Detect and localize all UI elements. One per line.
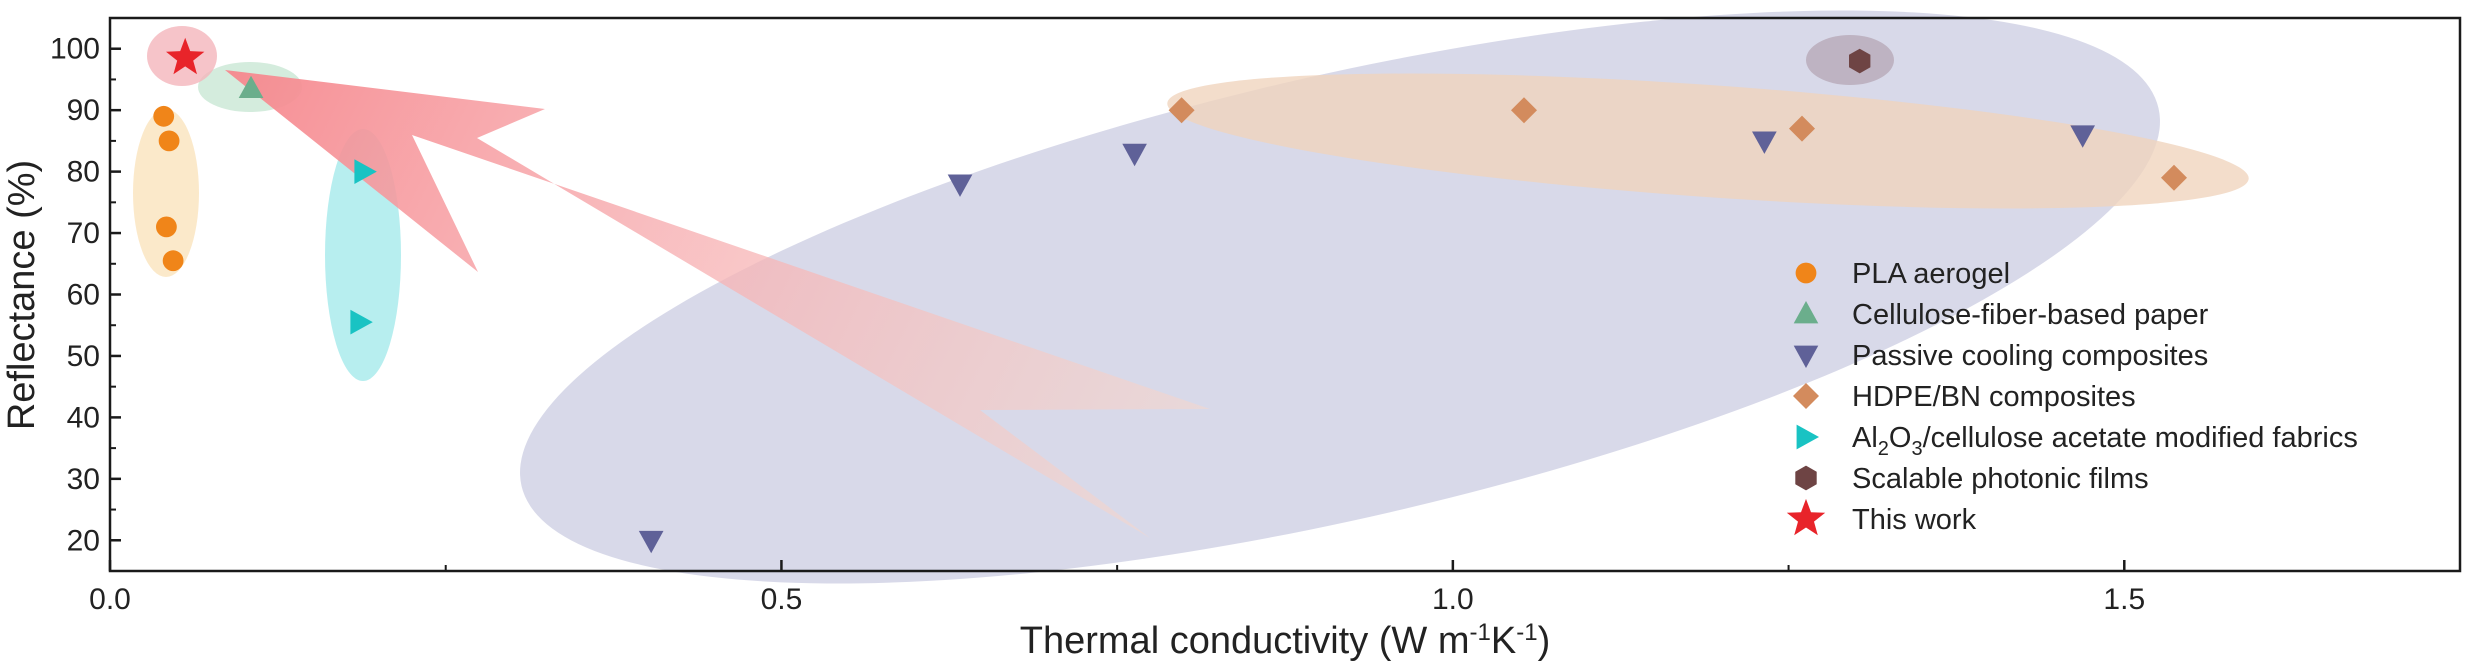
- legend-marker-2: [1793, 345, 1819, 368]
- y-tick-label: 80: [67, 156, 100, 189]
- legend-marker-4: [1796, 424, 1819, 450]
- data-point-series-3-3: [2161, 164, 2187, 191]
- x-tick-label: 0.5: [761, 583, 803, 616]
- data-point-series-2-2: [1122, 143, 1147, 167]
- data-point-series-1-0: [238, 75, 264, 98]
- legend-label-3: HDPE/BN composites: [1852, 381, 2136, 413]
- improvement-arrow: [225, 70, 1210, 538]
- hdpe-bn-region: [1167, 73, 2249, 209]
- y-tick-label: 20: [67, 524, 100, 557]
- pla-aerogel-region: [133, 109, 199, 277]
- tick-marks: [108, 47, 2126, 571]
- legend: PLA aerogel Cellulose-fiber-based paper Pa…: [1786, 258, 2358, 536]
- legend-label-1: Cellulose-fiber-based paper: [1852, 299, 2209, 331]
- data-point-series-2-4: [2070, 125, 2095, 148]
- legend-marker-3: [1793, 383, 1819, 409]
- data-point-series-2-3: [1752, 131, 1777, 154]
- data-point-series-0-1: [158, 130, 180, 152]
- y-axis-title: Reflectance (%): [1, 160, 43, 430]
- highlight-regions: [133, 10, 2249, 584]
- data-point-series-2-0: [638, 530, 664, 554]
- tick-labels: 0.0 0.5 1.0 1.5 20 30 40 50 60 70 80 90 100: [50, 33, 2145, 616]
- y-tick-label: 50: [67, 340, 100, 373]
- legend-label-2: Passive cooling composites: [1852, 340, 2208, 372]
- data-point-series-5-0: [1849, 48, 1871, 74]
- data-point-series-4-1: [350, 309, 373, 335]
- data-point-series-3-1: [1511, 97, 1537, 124]
- y-tick-label: 90: [67, 94, 100, 127]
- axes: 0.0 0.5 1.0 1.5 20 30 40 50 60 70 80 90 100 Reflecta…: [1, 16, 2462, 662]
- data-point-series-0-2: [156, 216, 177, 238]
- legend-label-6: This work: [1852, 504, 1977, 536]
- y-tick-label: 40: [67, 401, 100, 434]
- y-tick-label: 70: [67, 217, 100, 250]
- data-point-series-0-0: [153, 105, 175, 127]
- data-point-series-0-3: [162, 250, 184, 272]
- x-axis-title: Thermal conductivity (W m-1K-1): [1020, 619, 1550, 662]
- data-point-series-3-2: [1789, 115, 1815, 142]
- x-tick-label: 1.5: [2103, 583, 2145, 616]
- legend-marker-1: [1793, 301, 1819, 324]
- legend-label-5: Scalable photonic films: [1852, 463, 2149, 495]
- data-point-series-2-1: [947, 174, 973, 197]
- legend-marker-5: [1795, 465, 1817, 491]
- data-point-series-4-0: [354, 159, 377, 184]
- data-point-series-3-0: [1168, 97, 1195, 124]
- data-point-series-6-0: [166, 37, 205, 75]
- data-points: [153, 37, 2187, 554]
- legend-marker-6: [1786, 498, 1826, 536]
- y-tick-label: 30: [67, 463, 100, 496]
- legend-marker-0: [1795, 262, 1817, 284]
- legend-label-4: Al2O3/cellulose acetate modified fabrics: [1852, 422, 2358, 460]
- x-tick-label: 1.0: [1432, 583, 1474, 616]
- y-tick-label: 100: [50, 33, 100, 66]
- x-tick-label: 0.0: [89, 583, 131, 616]
- legend-label-0: PLA aerogel: [1852, 258, 2010, 290]
- y-tick-label: 60: [67, 279, 100, 312]
